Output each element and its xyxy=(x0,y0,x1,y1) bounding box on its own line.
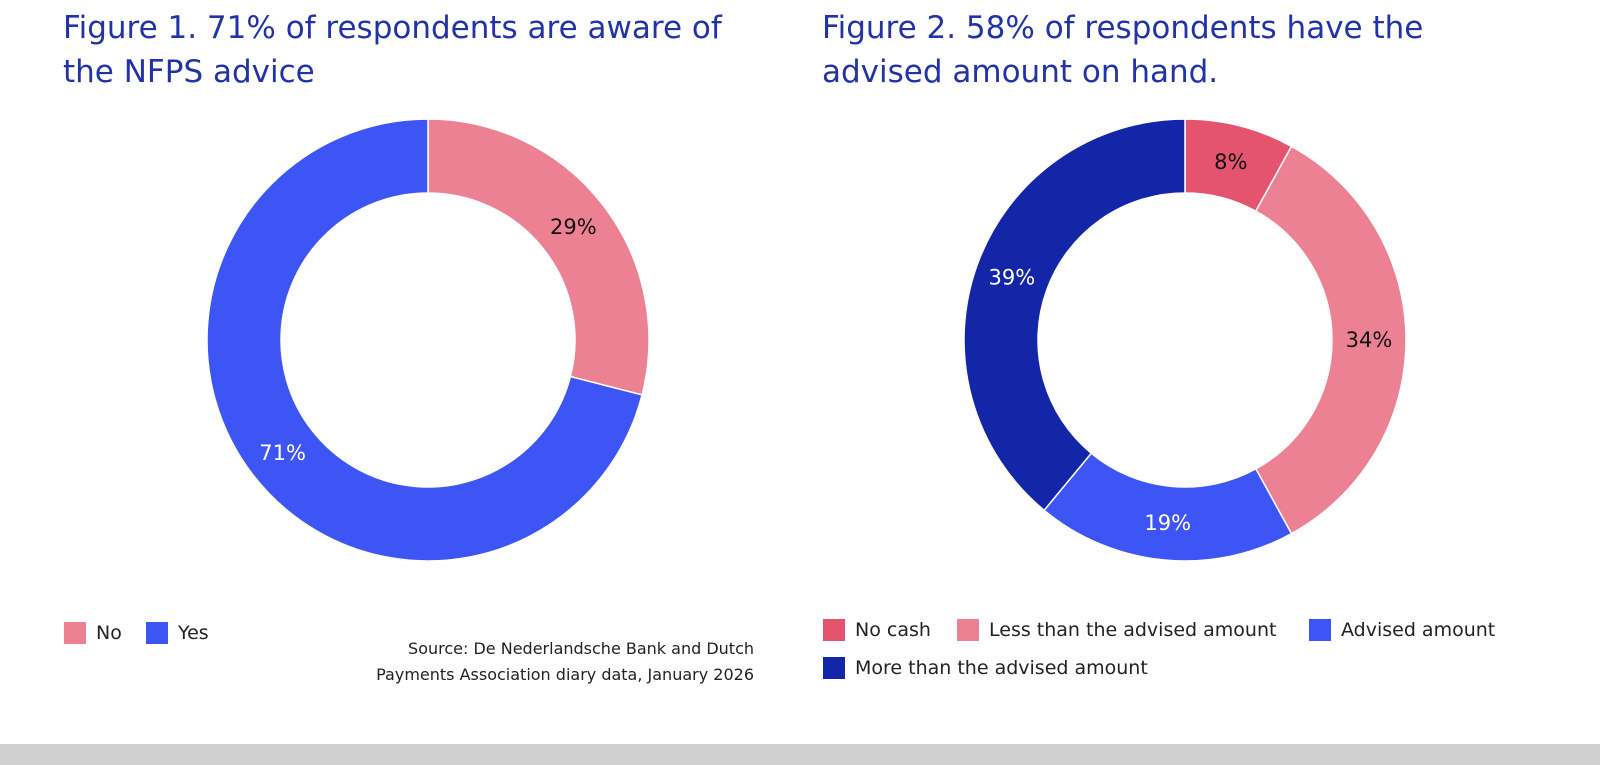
slice-advised-amount xyxy=(1043,452,1293,562)
data-label: 29% xyxy=(550,215,597,239)
slice-yes xyxy=(206,118,643,562)
legend-swatch xyxy=(957,619,979,641)
source-line-2: Payments Association diary data, January… xyxy=(376,665,754,684)
legend-item-yes: Yes xyxy=(146,622,209,644)
figure-2-title: Figure 2. 58% of respondents have the ad… xyxy=(822,10,1424,90)
legend-swatch xyxy=(146,622,168,644)
legend-swatch xyxy=(1309,619,1331,641)
source-line-1: Source: De Nederlandsche Bank and Dutch xyxy=(408,639,754,658)
data-label: 8% xyxy=(1214,150,1247,174)
data-label: 19% xyxy=(1144,511,1191,535)
source-note: Source: De Nederlandsche Bank and Dutch … xyxy=(376,636,754,688)
legend-swatch xyxy=(64,622,86,644)
legend-label: No cash xyxy=(855,619,931,641)
legend-item-no-cash: No cash xyxy=(823,619,931,641)
slice-no xyxy=(427,118,650,396)
legend-label: Advised amount xyxy=(1341,619,1496,641)
data-label: 34% xyxy=(1346,328,1393,352)
data-label: 39% xyxy=(989,266,1036,290)
figure-1-donut: 29% 71% xyxy=(206,118,650,562)
legend-label: Less than the advised amount xyxy=(989,619,1277,641)
legend-label: More than the advised amount xyxy=(855,657,1148,679)
slice-more-than-the-advised-amount xyxy=(963,118,1186,512)
legend-item-advised: Advised amount xyxy=(1309,619,1495,641)
legend-label: Yes xyxy=(178,622,209,644)
legend-label: No xyxy=(96,622,122,644)
legend-item-more: More than the advised amount xyxy=(823,657,1148,679)
figure-2-donut: 8% 34% 19% 39% xyxy=(963,118,1407,562)
slice-less-than-the-advised-amount xyxy=(1254,145,1407,535)
data-label: 71% xyxy=(259,441,306,465)
bottom-bar xyxy=(0,744,1600,765)
legend-swatch xyxy=(823,657,845,679)
legend-item-no: No xyxy=(64,622,122,644)
figure-1-title: Figure 1. 71% of respondents are aware o… xyxy=(63,10,722,90)
legend-item-less: Less than the advised amount xyxy=(957,619,1276,641)
legend-swatch xyxy=(823,619,845,641)
